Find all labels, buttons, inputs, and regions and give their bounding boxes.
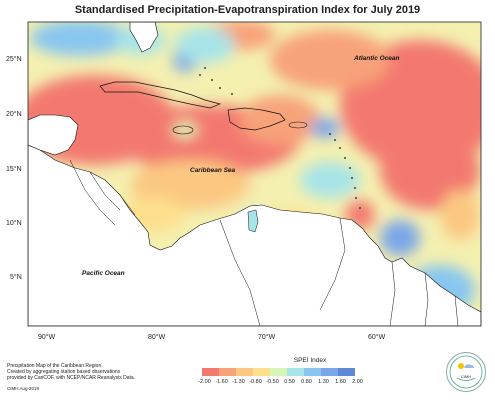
lon-tick: 90°W — [38, 333, 56, 341]
legend-tick-label: -2.00 — [198, 379, 211, 385]
lon-tick: 70°W — [258, 333, 276, 341]
land-yucatan — [28, 114, 79, 156]
map-title: Standardised Precipitation-Evapotranspir… — [74, 4, 421, 16]
lon-tick: 80°W — [148, 333, 166, 341]
credits-line: Created by aggregating station based obs… — [7, 369, 121, 375]
legend-swatch — [236, 368, 253, 376]
latitude-ticks: 25°N 20°N 15°N 10°N 5°N — [6, 55, 22, 281]
legend-title: SPEI Index — [293, 357, 327, 364]
legend-tick-label: -1.60 — [215, 379, 228, 385]
land-puerto-rico — [288, 121, 308, 129]
legend-swatch — [287, 368, 304, 376]
label-pacific-ocean: Pacific Ocean — [82, 270, 125, 277]
land-florida — [129, 22, 159, 53]
legend-swatch — [202, 368, 219, 376]
credits-footer: CIMH Aug-2019 — [7, 386, 40, 391]
legend-swatch — [338, 368, 355, 376]
lat-tick: 20°N — [6, 110, 22, 118]
lat-tick: 5°N — [10, 273, 22, 281]
legend-tick-label: 2.00 — [352, 379, 363, 385]
land-cuba — [99, 81, 222, 109]
logo-text: CIMH — [460, 374, 472, 379]
country-borders — [69, 159, 459, 326]
credits-line: Precipitation Map of the Caribbean Regio… — [7, 363, 103, 369]
legend-tick-label: -0.80 — [249, 379, 262, 385]
legend-tick-label: -1.30 — [232, 379, 245, 385]
logo-icon — [449, 355, 483, 389]
legend-tick-label: 1.30 — [318, 379, 329, 385]
lat-tick: 25°N — [6, 55, 22, 63]
legend-tick-label: -0.50 — [266, 379, 279, 385]
lat-tick: 15°N — [6, 165, 22, 173]
legend-tick-label: 1.60 — [335, 379, 346, 385]
lat-tick: 10°N — [6, 219, 22, 227]
legend-tick-label: 0.50 — [284, 379, 295, 385]
legend-colorbar — [202, 368, 355, 376]
lake-maracaibo — [247, 209, 259, 233]
land-jamaica — [172, 125, 194, 135]
legend-swatch — [253, 368, 270, 376]
cimh-logo: CIMH — [446, 352, 486, 392]
legend-ticks: -2.00 -1.60 -1.30 -0.80 -0.50 0.50 0.80 1.30 1.6… — [196, 379, 366, 385]
longitude-ticks: 90°W 80°W 70°W 60°W — [38, 333, 386, 341]
credits: Precipitation Map of the Caribbean Regio… — [7, 363, 177, 392]
map-frame — [27, 21, 482, 327]
legend-swatch — [219, 368, 236, 376]
legend-swatch — [270, 368, 287, 376]
legend-swatch — [304, 368, 321, 376]
credits-line: provided by CariCOF, with NCEP/NCAR Rean… — [7, 375, 136, 381]
label-atlantic-ocean: Atlantic Ocean — [353, 55, 400, 62]
legend-swatch — [321, 368, 338, 376]
legend-tick-label: 0.80 — [301, 379, 312, 385]
land-hispaniola — [227, 107, 286, 131]
label-caribbean-sea: Caribbean Sea — [190, 167, 236, 174]
spei-field — [28, 22, 481, 326]
lon-tick: 60°W — [368, 333, 386, 341]
land-central-america — [28, 144, 481, 326]
lesser-antilles — [199, 67, 361, 209]
